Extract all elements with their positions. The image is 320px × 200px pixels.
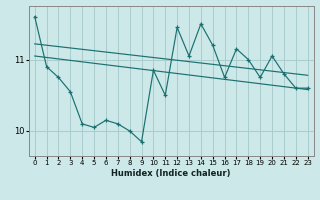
X-axis label: Humidex (Indice chaleur): Humidex (Indice chaleur) — [111, 169, 231, 178]
